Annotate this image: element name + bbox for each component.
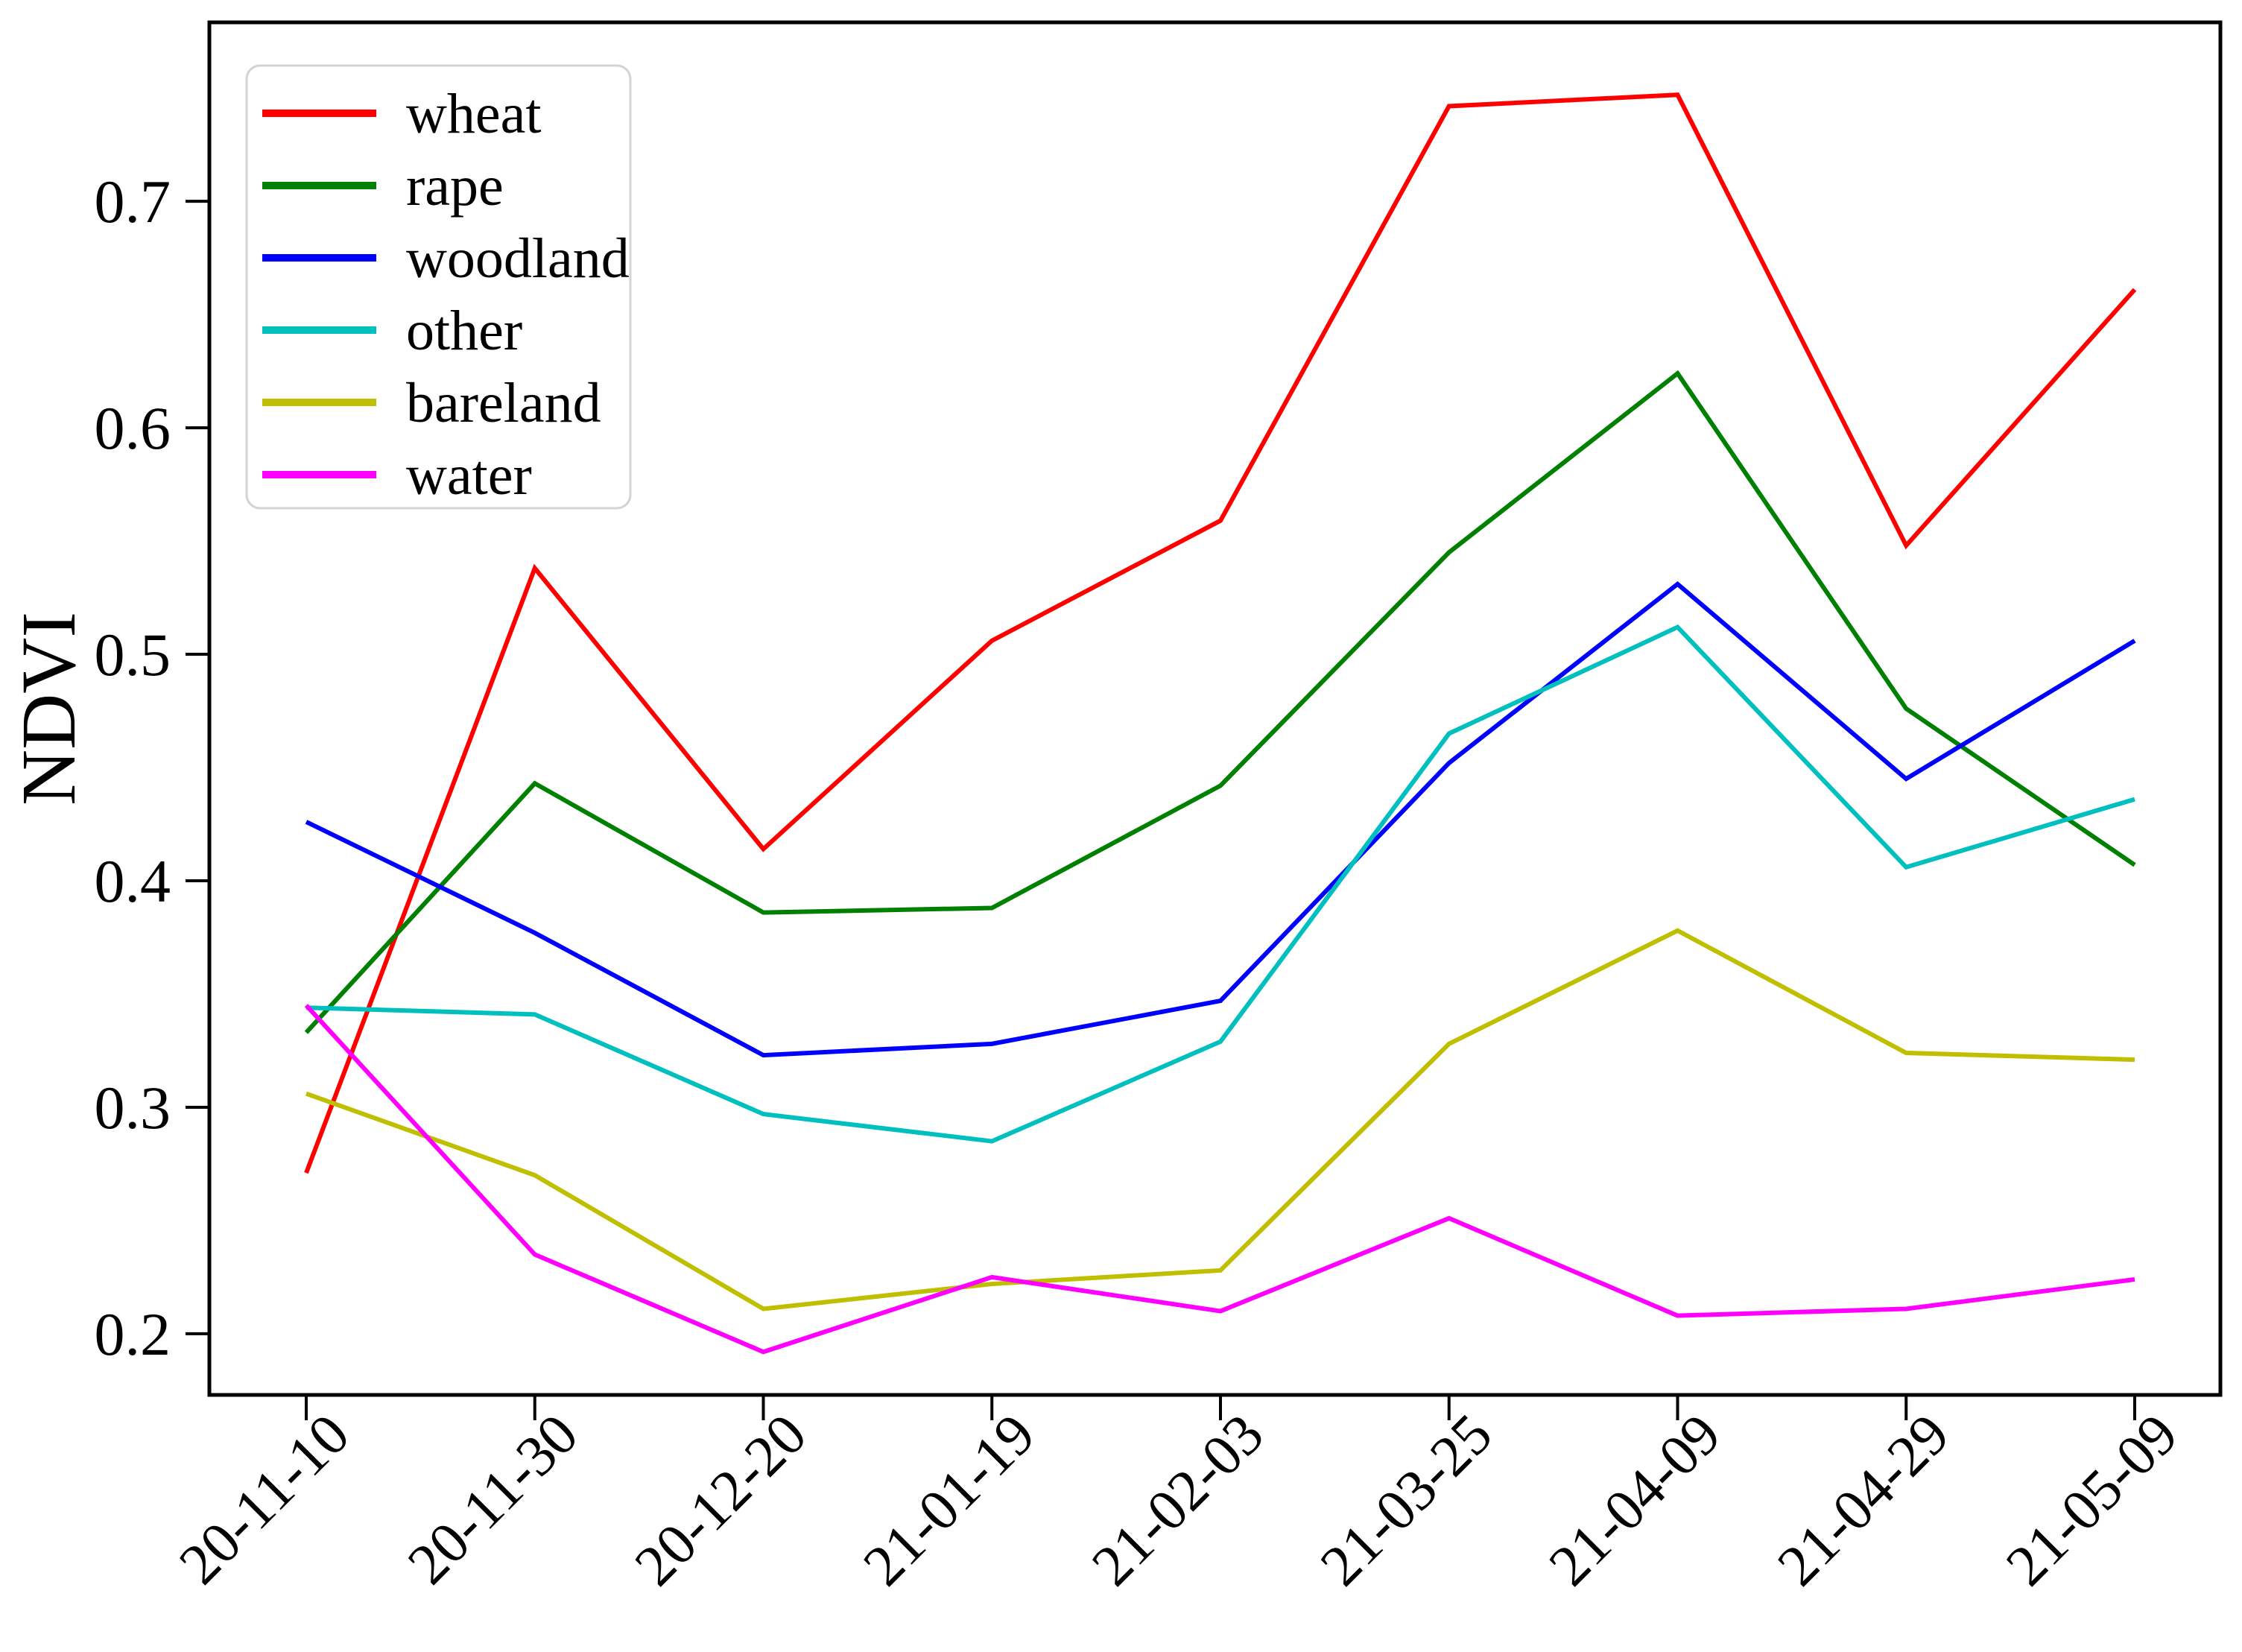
legend-item: woodland	[262, 227, 630, 290]
x-tick-label: 21-01-19	[851, 1402, 1048, 1598]
x-tick-label: 21-03-25	[1308, 1402, 1504, 1598]
legend-item: rape	[262, 155, 504, 218]
y-tick-label: 0.3	[95, 1074, 171, 1142]
y-tick-label: 0.6	[95, 394, 171, 462]
series-line-bareland	[305, 928, 2135, 1311]
x-tick-label: 21-04-09	[1536, 1402, 1733, 1598]
legend-label: wheat	[406, 83, 541, 145]
legend-label: water	[406, 444, 532, 507]
x-tick-label-group: 20-12-20	[622, 1402, 819, 1598]
plot-area	[207, 20, 2223, 1397]
series-line-woodland	[305, 580, 2136, 1058]
legend: wheat rape woodland other bareland water	[245, 64, 632, 510]
x-tick-label-group: 21-04-29	[1765, 1402, 1962, 1598]
y-tick-label: 0.5	[95, 621, 171, 689]
series-line-other	[305, 624, 2135, 1144]
y-axis-label: NDVI	[6, 612, 92, 806]
series-line-rape	[304, 370, 2136, 1034]
y-tick-label: 0.7	[95, 168, 171, 235]
legend-label: bareland	[406, 372, 601, 434]
legend-label: woodland	[406, 227, 630, 290]
x-tick-label: 21-05-09	[1993, 1402, 2190, 1598]
x-tick-label-group: 20-11-30	[395, 1402, 590, 1597]
legend-label: rape	[406, 155, 504, 218]
x-tick-label: 20-11-10	[166, 1402, 361, 1597]
legend-label: other	[406, 300, 522, 362]
legend-item: bareland	[262, 372, 601, 434]
legend-item: wheat	[262, 83, 541, 145]
legend-box	[245, 64, 632, 510]
x-tick-label-group: 21-05-09	[1993, 1402, 2190, 1598]
x-tick-label-group: 21-04-09	[1536, 1402, 1733, 1598]
x-tick-label: 20-12-20	[622, 1402, 819, 1598]
series-line-water	[304, 1004, 2135, 1355]
x-tick-label: 21-02-03	[1079, 1402, 1276, 1598]
x-tick-label-group: 21-02-03	[1079, 1402, 1276, 1598]
legend-item: water	[262, 444, 532, 507]
series-line-wheat	[304, 92, 2137, 1174]
legend-item: other	[262, 300, 522, 362]
y-tick-label: 0.2	[95, 1300, 171, 1368]
x-tick-label: 21-04-29	[1765, 1402, 1962, 1598]
y-tick-label: 0.4	[95, 847, 171, 915]
x-tick-label-group: 20-11-10	[166, 1402, 361, 1597]
x-tick-label-group: 21-01-19	[851, 1402, 1048, 1598]
x-tick-label: 20-11-30	[395, 1402, 590, 1597]
x-tick-label-group: 21-03-25	[1308, 1402, 1504, 1598]
